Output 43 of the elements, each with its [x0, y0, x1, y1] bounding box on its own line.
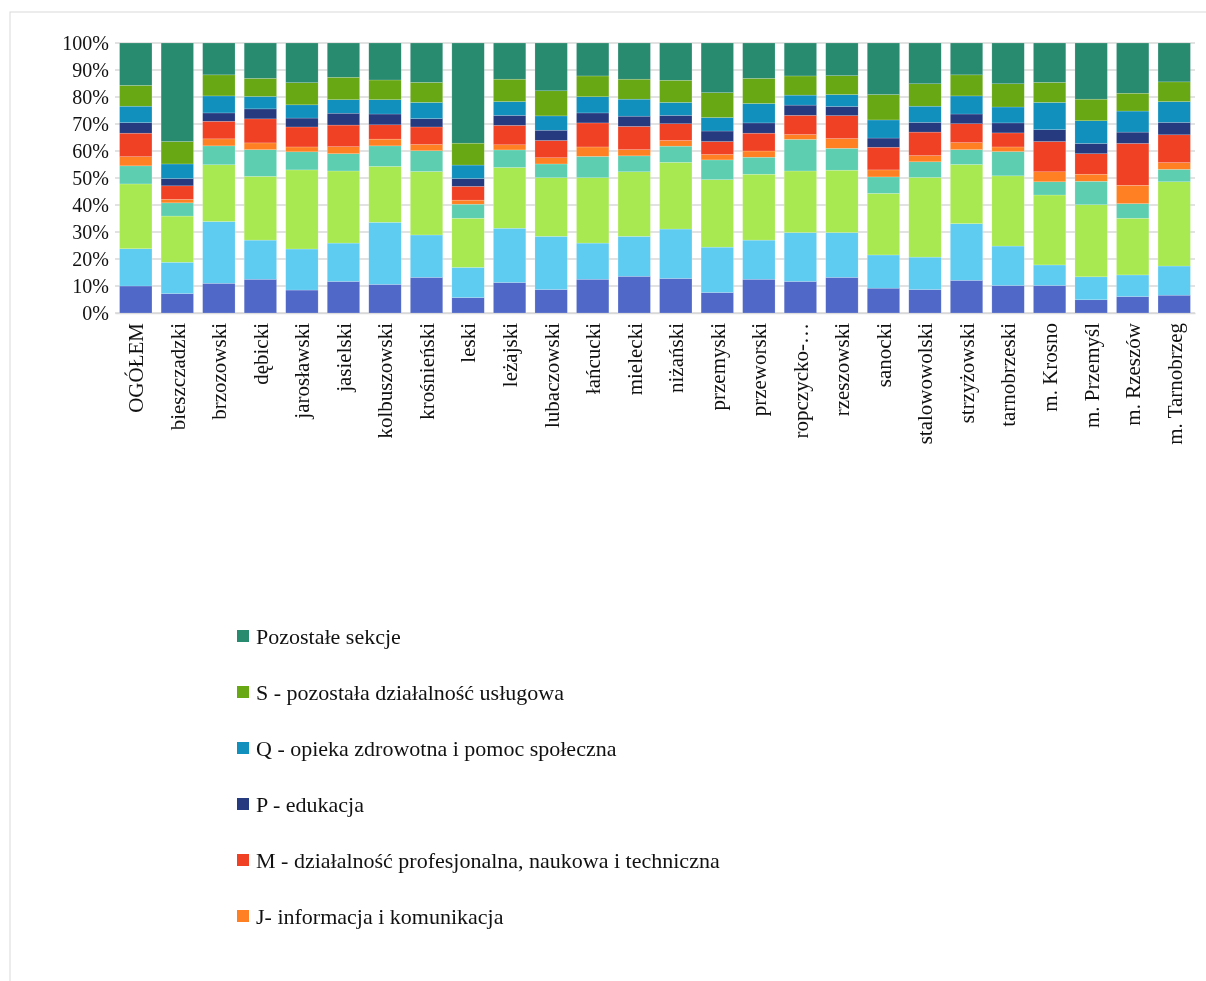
y-tick-label: 100% — [62, 31, 109, 54]
legend-label: Pozostałe sekcje — [256, 623, 401, 649]
x-tick-label: stalowowolski — [913, 322, 938, 445]
legend-label: M - działalność profesjonalna, naukowa i techniczna — [256, 847, 720, 873]
x-tick-label: przeworski — [747, 322, 772, 417]
x-tick-label: strzyżowski — [954, 322, 979, 424]
y-tick-label: 70% — [72, 112, 109, 135]
x-tick-label: łańcucki — [581, 322, 606, 395]
legend-label: J- informacja i komunikacja — [256, 903, 504, 929]
x-tick-label: tarnobrzeski — [996, 322, 1021, 427]
x-tick-label: m. Przemyśl — [1079, 322, 1104, 428]
x-tick-label: lubaczowski — [539, 322, 564, 428]
x-tick-label: OGÓŁEM — [124, 322, 149, 413]
y-tick-label: 40% — [72, 193, 109, 216]
x-tick-label: sanocki — [871, 322, 896, 388]
y-tick-label: 50% — [72, 166, 109, 189]
y-tick-label: 0% — [82, 301, 109, 324]
y-tick-label: 20% — [72, 247, 109, 270]
y-tick-label: 30% — [72, 220, 109, 243]
x-tick-label: niżański — [664, 322, 689, 393]
x-tick-label: rzeszowski — [830, 322, 855, 417]
legend-label: Q - opieka zdrowotna i pomoc społeczna — [256, 735, 617, 761]
x-tick-label: m. Krosno — [1037, 323, 1062, 412]
x-tick-label: m. Tarnobrzeg — [1162, 322, 1187, 445]
x-tick-label: mielecki — [622, 322, 647, 396]
x-tick-label: dębicki — [248, 322, 273, 385]
x-tick-label: leski — [456, 322, 481, 363]
x-tick-label: jarosławski — [290, 322, 315, 420]
x-tick-label: kolbuszowski — [373, 322, 398, 439]
legend-label: S - pozostała działalność usługowa — [256, 679, 565, 705]
y-tick-label: 90% — [72, 58, 109, 81]
legend-label: P - edukacja — [256, 791, 365, 817]
x-tick-label: leżajski — [497, 322, 522, 388]
x-tick-label: m. Rzeszów — [1121, 322, 1146, 426]
x-tick-label: bieszczadzki — [165, 322, 190, 431]
x-tick-label: krośnieński — [414, 322, 439, 420]
y-tick-label: 80% — [72, 85, 109, 108]
x-tick-label: ropczycko-… — [788, 323, 813, 439]
x-tick-label: brzozowski — [207, 322, 232, 420]
x-tick-label: jasielski — [331, 322, 356, 393]
x-tick-label: przemyski — [705, 322, 730, 411]
y-tick-label: 60% — [72, 139, 109, 162]
y-tick-label: 10% — [72, 274, 109, 297]
